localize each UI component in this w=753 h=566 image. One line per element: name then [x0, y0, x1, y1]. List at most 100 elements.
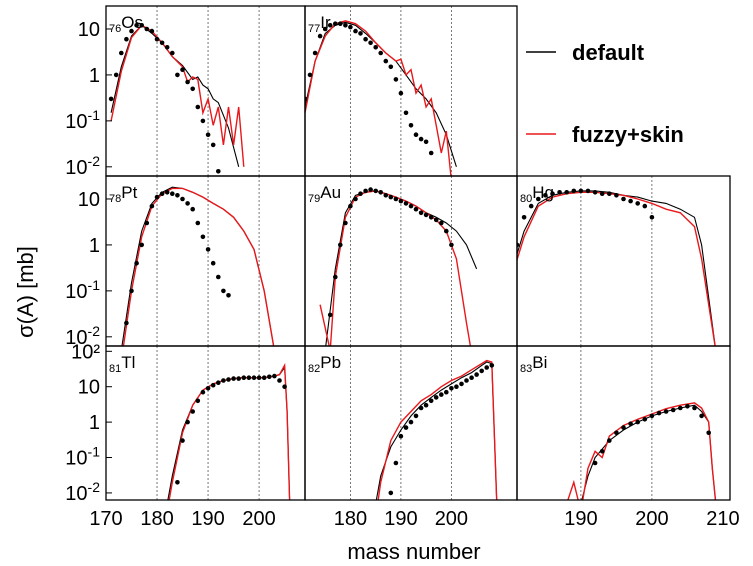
data-point-Bi: [607, 438, 612, 443]
data-point-Au: [418, 210, 424, 216]
data-point-Pb: [423, 402, 429, 408]
series-default-Tl: [167, 365, 291, 500]
data-point-Ir: [312, 50, 318, 56]
data-point-Ir: [327, 23, 333, 28]
data-point-Tl: [251, 375, 257, 381]
data-point-Tl: [272, 373, 277, 379]
data-point-Ir: [398, 90, 404, 96]
data-point-Os: [210, 142, 216, 148]
panel-frame: [105, 345, 306, 501]
x-tick-label: 200: [242, 508, 275, 530]
y-tick-label: 10-1: [65, 107, 100, 133]
data-point-Pt: [134, 260, 139, 266]
label-layer: 76Os 77Ir 78Pt 79Au 80Hg 81Tl 82Pb 83Bi 10 1 10-1 1…: [65, 13, 739, 530]
panel-label-Pt: 78Pt: [109, 183, 138, 205]
data-point-Pt: [124, 320, 129, 326]
data-point-Bi: [614, 430, 619, 436]
data-point-Au: [393, 196, 399, 202]
data-point-Os: [190, 86, 195, 92]
data-point-Os: [180, 67, 185, 72]
data-point-Au: [353, 196, 358, 202]
x-tick-label: 210: [706, 508, 739, 530]
y-tick-label: 1: [89, 65, 100, 87]
data-point-Bi: [656, 410, 662, 416]
data-point-Ir: [418, 136, 424, 142]
data-point-Bi: [599, 449, 605, 454]
data-point-Os: [164, 45, 170, 50]
data-point-Os: [154, 36, 160, 42]
data-point-Pt: [216, 274, 221, 280]
data-point-Tl: [200, 389, 206, 395]
data-point-Os: [129, 28, 134, 34]
data-point-Ir: [317, 33, 323, 39]
data-point-Au: [428, 215, 434, 220]
data-point-Hg: [536, 196, 541, 202]
data-point-Pb: [489, 363, 495, 368]
data-point-Tl: [185, 419, 190, 425]
series-fuzzy-Os: [110, 24, 245, 167]
data-point-Pb: [449, 386, 454, 391]
y-tick-label: 10-1: [65, 277, 100, 303]
data-point-Hg: [642, 203, 648, 209]
data-point-Hg: [564, 190, 569, 195]
data-point-Tl: [261, 375, 267, 381]
data-point-Os: [113, 72, 119, 78]
data-point-Os: [149, 28, 155, 34]
data-point-Tl: [210, 382, 216, 388]
data-point-Bi: [663, 409, 669, 414]
data-point-Os: [108, 96, 114, 102]
data-point-Au: [338, 242, 343, 248]
data-point-Pt: [226, 293, 231, 298]
data-point-Tl: [231, 376, 236, 381]
data-point-Bi: [628, 421, 633, 427]
data-point-Ir: [423, 139, 429, 145]
series-default-Pt: [121, 186, 275, 346]
data-point-Au: [403, 201, 409, 206]
data-point-Os: [159, 40, 165, 46]
data-point-Pt: [129, 288, 134, 294]
data-point-Tl: [175, 480, 180, 485]
series-default-Hg: [517, 190, 716, 346]
y-tick-label: 10-2: [65, 479, 100, 505]
data-point-Os: [139, 23, 144, 28]
panel-Tl: [167, 362, 291, 500]
data-point-Pb: [479, 368, 485, 374]
data-point-Hg: [592, 190, 598, 195]
data-point-Os: [205, 132, 211, 137]
data-point-Hg: [621, 196, 626, 202]
legend-label-fuzzy: fuzzy+skin: [572, 122, 684, 147]
data-point-Pb: [398, 433, 404, 439]
data-point-Au: [408, 203, 414, 209]
data-point-Tl: [236, 376, 241, 381]
data-point-Pb: [454, 384, 459, 390]
data-point-Ir: [322, 26, 328, 32]
data-point-Bi: [692, 405, 697, 411]
data-point-Ir: [408, 123, 414, 128]
data-point-Pt: [170, 191, 175, 196]
data-point-Pb: [413, 413, 419, 419]
series-default-Au: [325, 190, 478, 346]
x-axis-title: mass number: [347, 539, 480, 564]
series-default-Pb: [375, 361, 498, 500]
data-point-Pt: [154, 194, 160, 200]
panel-frame: [304, 5, 518, 177]
data-point-Ir: [378, 50, 384, 56]
data-point-Pt: [221, 288, 226, 294]
panel-Pb: [375, 359, 498, 500]
panel-Bi: [567, 402, 717, 500]
y-tick-label: 10-2: [65, 153, 100, 179]
data-point-Hg: [557, 190, 562, 195]
panel-label-Au: 79Au: [308, 183, 341, 205]
data-point-Pt: [175, 193, 180, 198]
data-point-Hg: [628, 198, 633, 204]
data-point-Ir: [333, 21, 338, 27]
data-point-Au: [348, 203, 353, 209]
y-tick-label: 10: [78, 377, 100, 399]
data-point-Au: [327, 312, 333, 318]
series-fuzzy-Pt: [122, 187, 275, 346]
data-point-Au: [444, 228, 449, 234]
data-point-Hg: [585, 188, 591, 194]
panel-label-Os: 76Os: [109, 13, 143, 35]
data-point-Os: [124, 36, 129, 42]
